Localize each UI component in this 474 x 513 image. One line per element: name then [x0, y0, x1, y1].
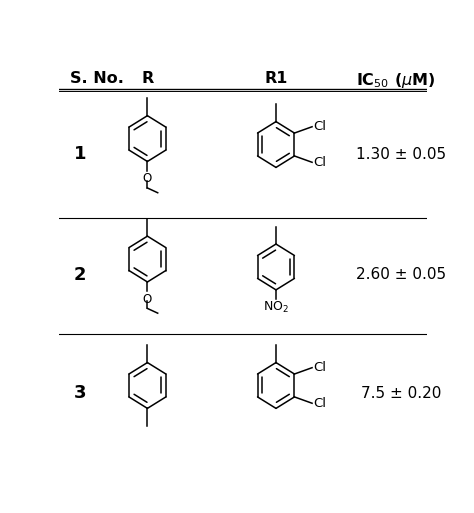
Text: O: O	[143, 292, 152, 306]
Text: IC$_{50}$ ($\mu$M): IC$_{50}$ ($\mu$M)	[356, 71, 435, 90]
Text: 1: 1	[74, 145, 86, 163]
Text: NO$_2$: NO$_2$	[263, 300, 289, 315]
Text: Cl: Cl	[313, 156, 326, 169]
Text: 3: 3	[74, 384, 86, 402]
Text: 2.60 ± 0.05: 2.60 ± 0.05	[356, 267, 446, 282]
Text: 7.5 ± 0.20: 7.5 ± 0.20	[361, 386, 441, 401]
Text: S. No.: S. No.	[70, 71, 124, 86]
Text: R1: R1	[264, 71, 288, 86]
Text: Cl: Cl	[313, 120, 326, 133]
Text: R: R	[141, 71, 154, 86]
Text: Cl: Cl	[313, 361, 326, 374]
Text: O: O	[143, 172, 152, 185]
Text: 1.30 ± 0.05: 1.30 ± 0.05	[356, 147, 446, 162]
Text: 2: 2	[74, 266, 86, 284]
Text: Cl: Cl	[313, 397, 326, 410]
